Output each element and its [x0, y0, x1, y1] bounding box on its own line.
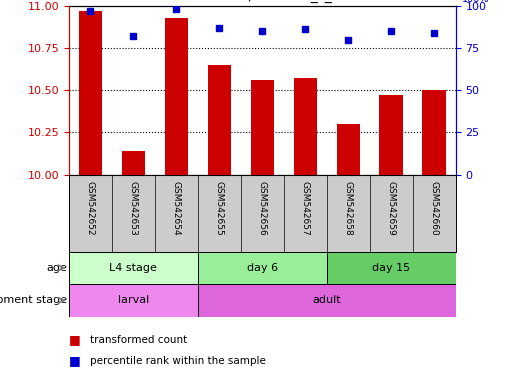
- Text: GSM542653: GSM542653: [129, 181, 138, 236]
- Text: GSM542660: GSM542660: [430, 181, 439, 236]
- Bar: [198, 284, 456, 317]
- Bar: [164, 18, 188, 175]
- Text: GSM542657: GSM542657: [301, 181, 310, 236]
- Bar: [294, 78, 317, 175]
- Bar: [251, 80, 274, 175]
- Bar: [198, 252, 327, 284]
- Text: GSM542656: GSM542656: [258, 181, 267, 236]
- Text: day 15: day 15: [372, 263, 410, 273]
- Bar: [69, 284, 198, 317]
- Text: adult: adult: [313, 295, 341, 306]
- Text: ■: ■: [69, 333, 81, 346]
- Text: GSM542652: GSM542652: [86, 181, 95, 235]
- Bar: [208, 65, 231, 175]
- Text: GSM542659: GSM542659: [387, 181, 396, 236]
- Text: ■: ■: [69, 354, 81, 367]
- Title: GDS3943 / 190887_s_at: GDS3943 / 190887_s_at: [179, 0, 346, 3]
- Text: GSM542655: GSM542655: [215, 181, 224, 236]
- Text: GSM542654: GSM542654: [172, 181, 181, 235]
- Text: transformed count: transformed count: [90, 335, 187, 345]
- Text: percentile rank within the sample: percentile rank within the sample: [90, 356, 266, 366]
- Text: L4 stage: L4 stage: [110, 263, 157, 273]
- Bar: [337, 124, 360, 175]
- Bar: [78, 11, 102, 175]
- Text: development stage: development stage: [0, 295, 68, 306]
- Text: larval: larval: [118, 295, 149, 306]
- Text: day 6: day 6: [247, 263, 278, 273]
- Text: 100%: 100%: [462, 0, 489, 4]
- Bar: [327, 252, 456, 284]
- Bar: [379, 95, 403, 175]
- Text: age: age: [47, 263, 68, 273]
- Text: GSM542658: GSM542658: [344, 181, 353, 236]
- Bar: [422, 90, 446, 175]
- Bar: [121, 151, 145, 175]
- Bar: [69, 252, 198, 284]
